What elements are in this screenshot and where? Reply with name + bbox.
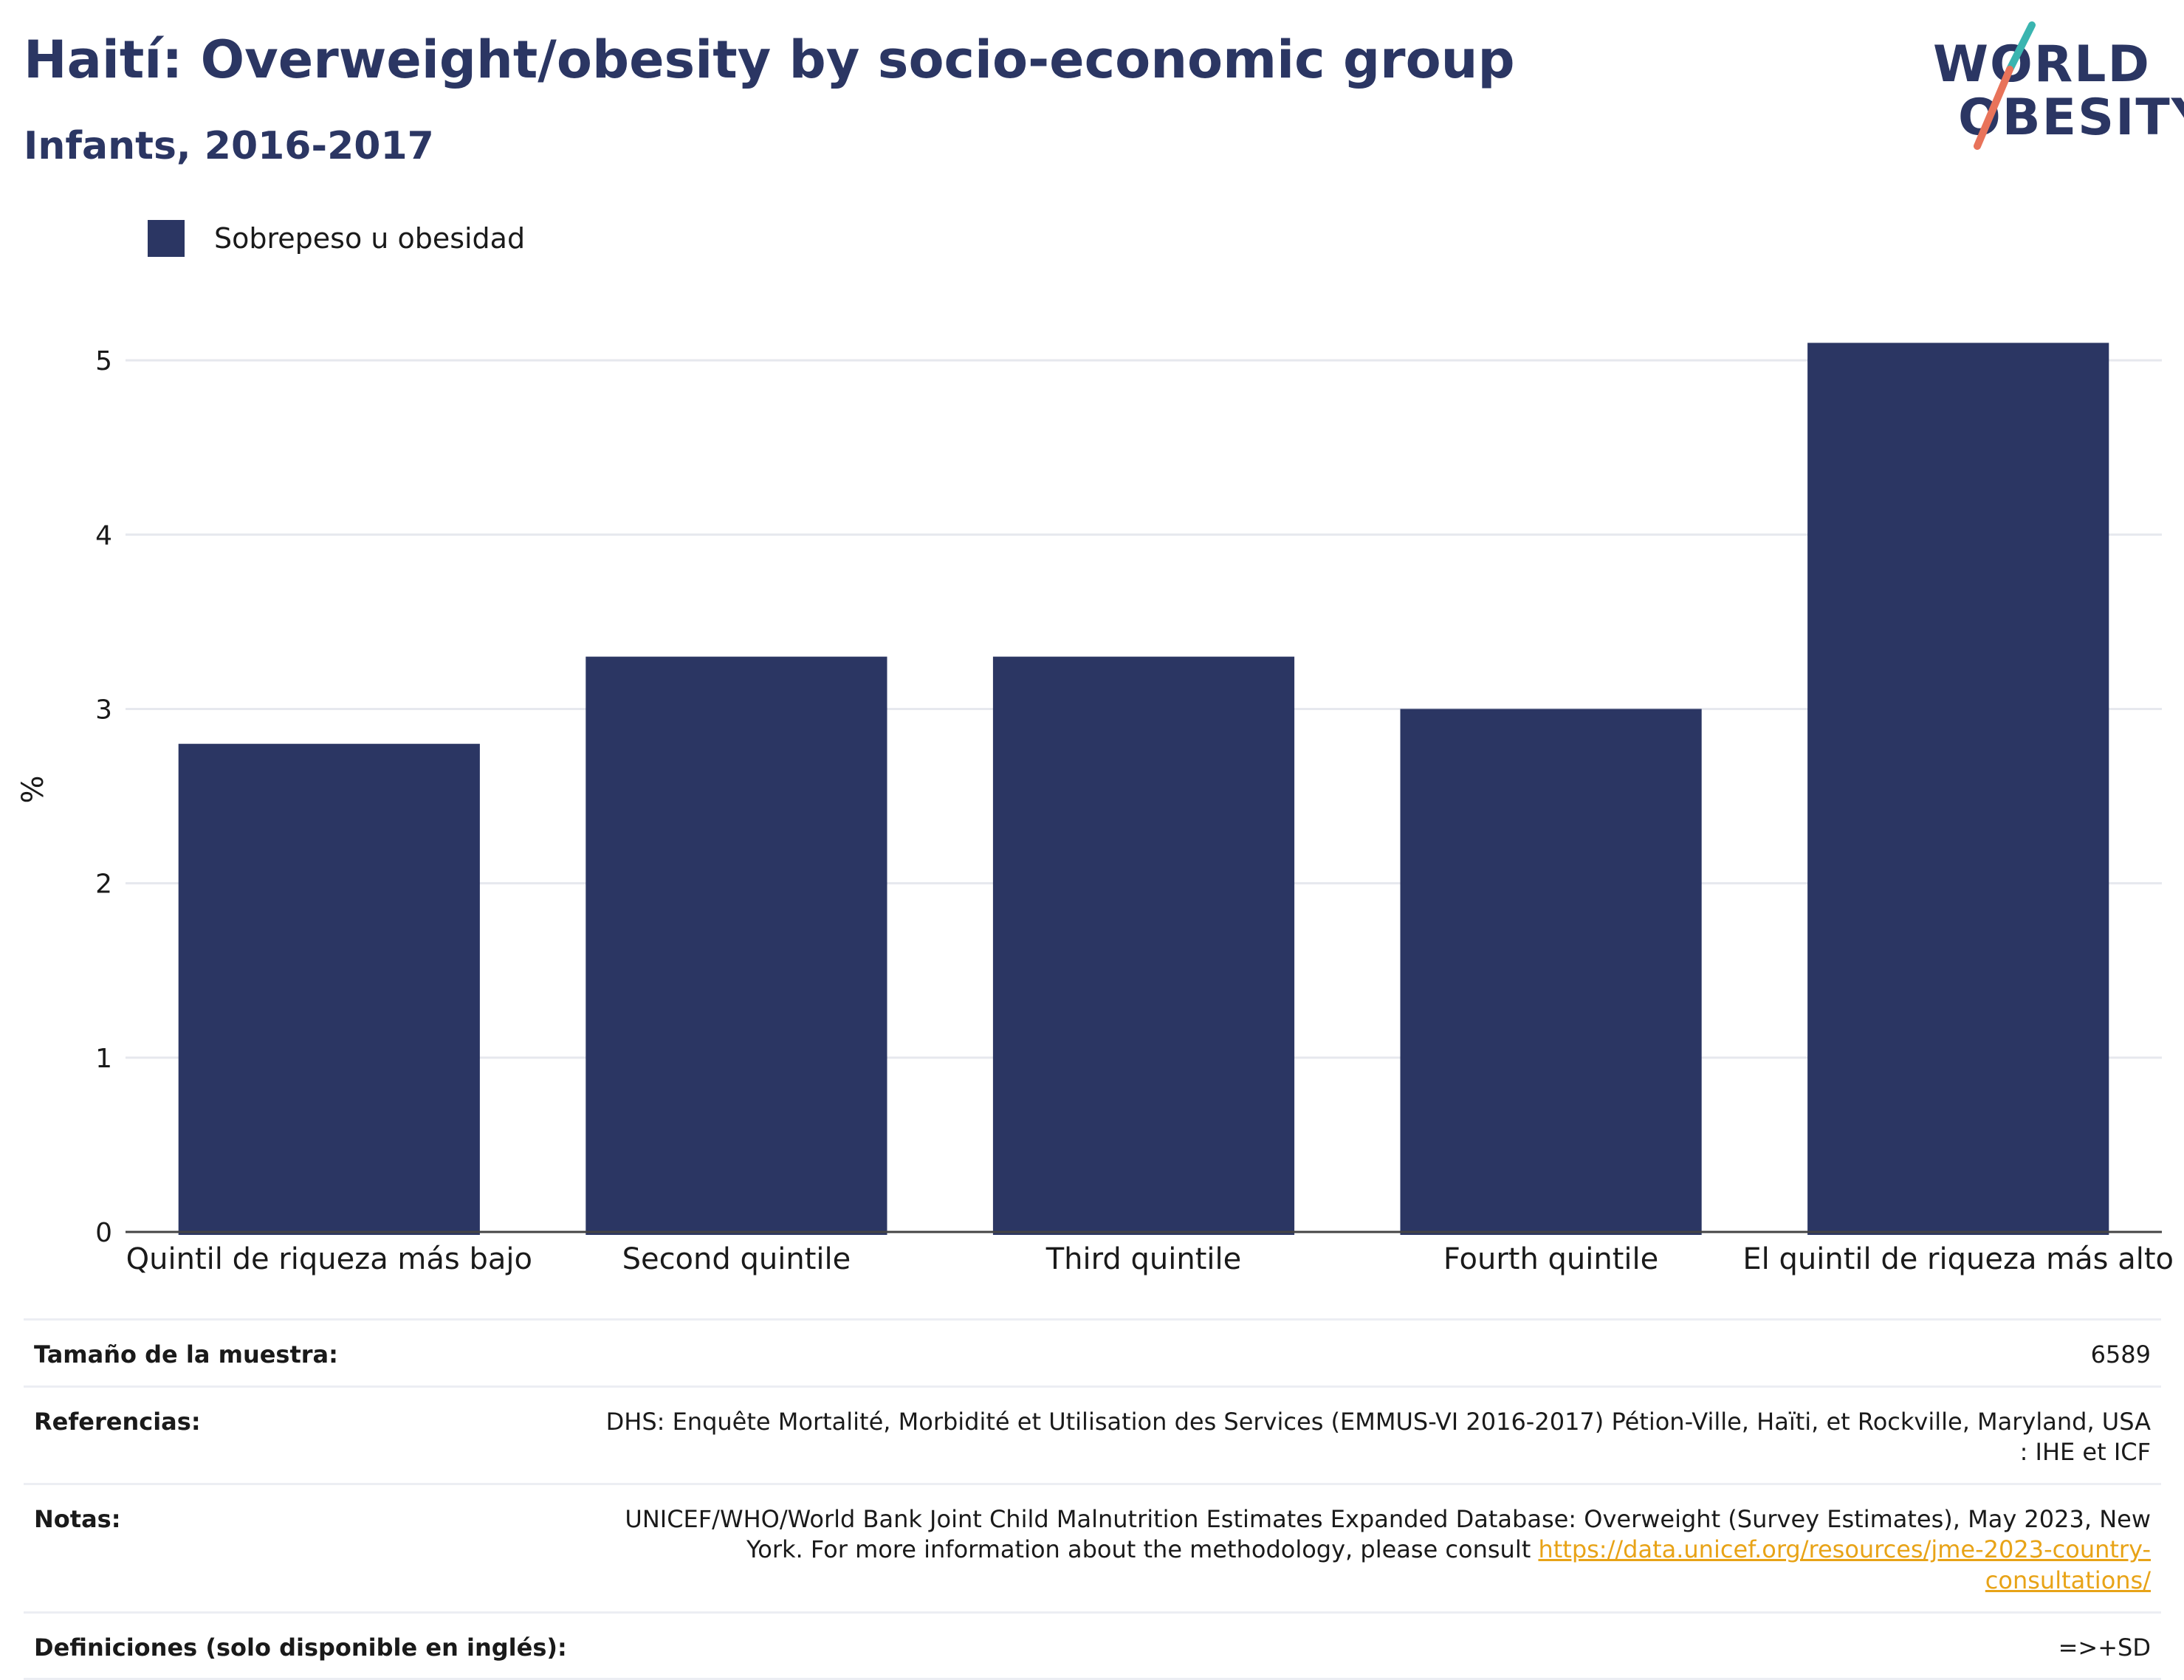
bar xyxy=(1807,342,2109,1236)
notes-value: UNICEF/WHO/World Bank Joint Child Malnut… xyxy=(600,1504,2151,1597)
sample-size-row: Tamaño de la muestra: 6589 xyxy=(24,1321,2161,1388)
notes-text: UNICEF/WHO/World Bank Joint Child Malnut… xyxy=(625,1504,2151,1564)
info-table: Tamaño de la muestra: 6589 Referencias: … xyxy=(24,1318,2161,1680)
definitions-value: =>+SD xyxy=(2058,1633,2151,1662)
x-category-label: Third quintile xyxy=(1045,1242,1241,1276)
y-axis-title: % xyxy=(16,775,50,803)
x-category-label: Second quintile xyxy=(622,1242,851,1276)
logo-slash-icon xyxy=(1974,21,2036,150)
sample-size-value: 6589 xyxy=(2090,1340,2151,1369)
logo-line-1: WORLD xyxy=(1933,35,2151,94)
x-category-label: Fourth quintile xyxy=(1443,1242,1658,1276)
chart-legend: Sobrepeso u obesidad xyxy=(148,219,525,258)
y-tick-label: 5 xyxy=(95,346,112,376)
y-tick-label: 4 xyxy=(95,520,112,551)
sample-size-label: Tamaño de la muestra: xyxy=(34,1340,338,1369)
y-tick-label: 2 xyxy=(95,870,112,900)
bar xyxy=(586,656,887,1235)
x-category-label: Quintil de riqueza más bajo xyxy=(126,1242,532,1276)
definitions-row: Definiciones (solo disponible en inglés)… xyxy=(24,1614,2161,1680)
legend-swatch xyxy=(148,220,185,257)
y-tick-label: 3 xyxy=(95,695,112,725)
notes-label: Notas: xyxy=(34,1504,121,1533)
methodology-link[interactable]: https://data.unicef.org/resources/jme-20… xyxy=(1538,1535,2151,1594)
chart-title: Haití: Overweight/obesity by socio-econo… xyxy=(24,30,1515,90)
references-label: Referencias: xyxy=(34,1407,201,1436)
bar xyxy=(992,656,1295,1235)
bar xyxy=(178,743,480,1235)
definitions-label: Definiciones (solo disponible en inglés)… xyxy=(34,1633,567,1662)
chart-subtitle: Infants, 2016-2017 xyxy=(24,124,434,168)
y-tick-label: 0 xyxy=(95,1218,112,1248)
references-row: Referencias: DHS: Enquête Mortalité, Mor… xyxy=(24,1388,2161,1485)
bar xyxy=(1400,709,1702,1235)
y-tick-label: 1 xyxy=(95,1044,112,1074)
bar-chart: 0 1 2 3 4 5 Quintil de riqueza más bajo Second… xyxy=(16,342,2174,1276)
world-obesity-logo: WORLD OBESITY xyxy=(1927,21,2184,154)
x-category-label: El quintil de riqueza más alto xyxy=(1742,1242,2174,1276)
notes-row: Notas: UNICEF/WHO/World Bank Joint Child… xyxy=(24,1485,2161,1614)
references-value: DHS: Enquête Mortalité, Morbidité et Uti… xyxy=(605,1407,2151,1467)
legend-label: Sobrepeso u obesidad xyxy=(214,222,526,255)
